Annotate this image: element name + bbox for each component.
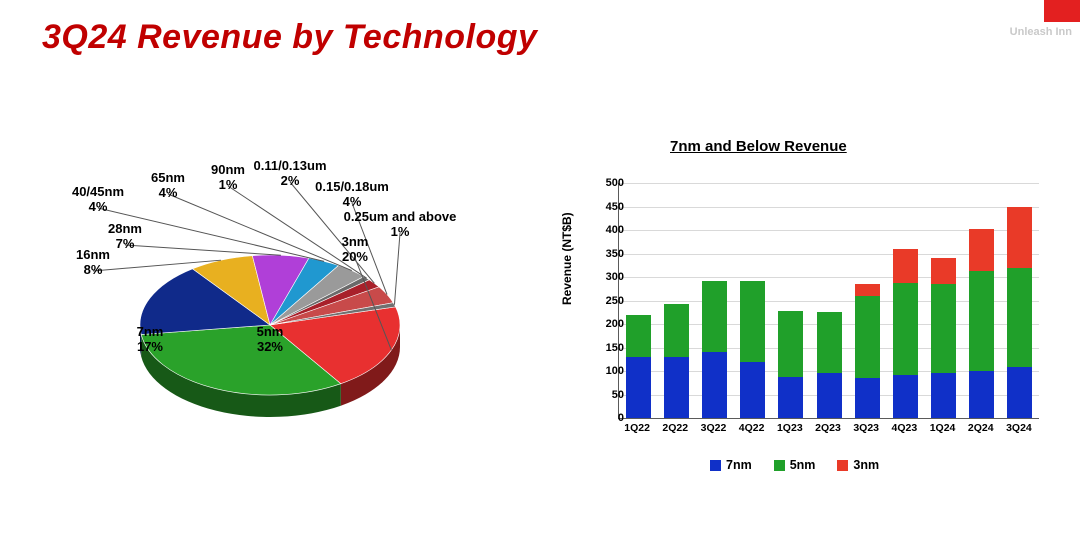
bar-column [626, 315, 651, 418]
bar-segment-7nm [740, 362, 765, 418]
x-tick-label: 4Q22 [739, 422, 765, 434]
bar-segment-7nm [626, 357, 651, 418]
y-tick-label: 250 [606, 295, 624, 307]
bar-column [664, 304, 689, 418]
bar-segment-5nm [817, 312, 842, 373]
legend-item-7nm: 7nm [710, 458, 752, 472]
bar-segment-5nm [778, 311, 803, 377]
bar-segment-5nm [931, 284, 956, 373]
bar-column [931, 258, 956, 418]
bar-segment-7nm [778, 377, 803, 418]
bar-segment-3nm [969, 229, 994, 271]
bar-chart: Revenue (NT$B) 0501001502002503003504004… [570, 175, 1050, 495]
x-tick-label: 3Q22 [701, 422, 727, 434]
legend-item-3nm: 3nm [837, 458, 879, 472]
logo-cropped [1044, 0, 1080, 22]
y-tick-label: 450 [606, 201, 624, 213]
y-tick-label: 50 [612, 389, 624, 401]
pie-leader-line [125, 245, 281, 255]
bar-segment-5nm [702, 281, 727, 352]
y-tick-label: 0 [618, 412, 624, 424]
legend-item-5nm: 5nm [774, 458, 816, 472]
x-tick-label: 1Q24 [930, 422, 956, 434]
bar-column [893, 249, 918, 418]
pie-slice-label: 5nm32% [257, 325, 284, 355]
y-tick-label: 200 [606, 318, 624, 330]
pie-slice-label: 7nm17% [137, 325, 164, 355]
bar-segment-7nm [1007, 367, 1032, 418]
bar-segment-5nm [1007, 268, 1032, 368]
y-tick-label: 400 [606, 224, 624, 236]
bar-plot-area [618, 183, 1039, 419]
legend-label: 3nm [853, 458, 879, 472]
x-tick-label: 2Q24 [968, 422, 994, 434]
bar-segment-7nm [969, 371, 994, 418]
y-tick-label: 300 [606, 271, 624, 283]
bar-column [855, 284, 880, 418]
bar-chart-title: 7nm and Below Revenue [670, 138, 847, 155]
bar-column [740, 281, 765, 418]
pie-leader-line [394, 233, 400, 305]
legend-swatch [710, 460, 721, 471]
bar-column [817, 312, 842, 418]
pie-slice-label: 0.25um and above1% [344, 210, 457, 240]
bar-segment-5nm [626, 315, 651, 357]
x-tick-label: 3Q24 [1006, 422, 1032, 434]
pie-slice-label: 90nm1% [211, 163, 245, 193]
bar-segment-3nm [855, 284, 880, 296]
x-tick-label: 4Q23 [892, 422, 918, 434]
bar-segment-5nm [893, 283, 918, 375]
bar-segment-3nm [1007, 207, 1032, 268]
pie-slice-label: 40/45nm4% [72, 185, 124, 215]
bar-segment-5nm [740, 281, 765, 362]
pie-slice-label: 16nm8% [76, 248, 110, 278]
bar-legend: 7nm 5nm 3nm [710, 458, 879, 472]
bar-segment-5nm [969, 271, 994, 371]
legend-label: 5nm [790, 458, 816, 472]
legend-swatch [774, 460, 785, 471]
bar-segment-5nm [855, 296, 880, 378]
y-tick-label: 100 [606, 365, 624, 377]
bar-segment-3nm [931, 258, 956, 284]
x-tick-label: 1Q23 [777, 422, 803, 434]
legend-label: 7nm [726, 458, 752, 472]
y-tick-label: 350 [606, 248, 624, 260]
bar-column [702, 281, 727, 418]
y-tick-label: 150 [606, 342, 624, 354]
x-tick-label: 3Q23 [853, 422, 879, 434]
page-title: 3Q24 Revenue by Technology [42, 18, 537, 57]
legend-swatch [837, 460, 848, 471]
bar-segment-7nm [817, 373, 842, 418]
gridline [619, 183, 1039, 184]
bar-y-axis-label: Revenue (NT$B) [560, 212, 574, 305]
tagline-text: Unleash Inn [1010, 26, 1072, 38]
pie-slice-label: 65nm4% [151, 171, 185, 201]
pie-slice-label: 0.15/0.18um4% [315, 180, 389, 210]
bar-column [1007, 207, 1032, 418]
x-tick-label: 1Q22 [624, 422, 650, 434]
bar-segment-7nm [702, 352, 727, 418]
bar-segment-7nm [664, 357, 689, 418]
bar-segment-3nm [893, 249, 918, 283]
bar-segment-7nm [893, 375, 918, 418]
pie-slice-label: 28nm7% [108, 222, 142, 252]
bar-segment-7nm [931, 373, 956, 418]
x-tick-label: 2Q22 [662, 422, 688, 434]
y-tick-label: 500 [606, 177, 624, 189]
bar-segment-7nm [855, 378, 880, 418]
bar-column [778, 311, 803, 418]
bar-segment-5nm [664, 304, 689, 357]
x-tick-label: 2Q23 [815, 422, 841, 434]
gridline [619, 207, 1039, 208]
bar-column [969, 229, 994, 418]
